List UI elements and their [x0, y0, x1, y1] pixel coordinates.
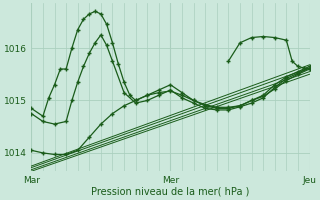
X-axis label: Pression niveau de la mer( hPa ): Pression niveau de la mer( hPa ) — [91, 187, 250, 197]
